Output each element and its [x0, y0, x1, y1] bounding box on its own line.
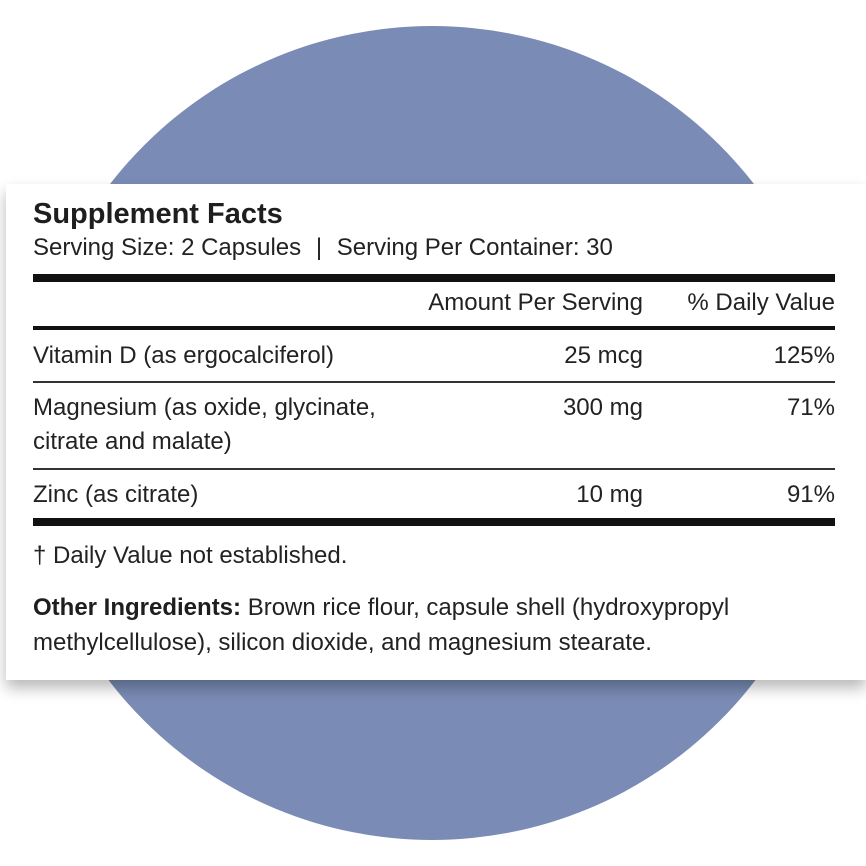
- header-daily-value: % Daily Value: [687, 289, 835, 316]
- header-amount: Amount Per Serving: [428, 289, 643, 316]
- row-divider-2: [33, 468, 835, 470]
- row-magnesium-dv: 71%: [786, 394, 835, 421]
- row-magnesium-amount: 300 mg: [562, 394, 643, 421]
- footnote: † Daily Value not established.: [33, 542, 348, 569]
- row-zinc-dv: 91%: [786, 481, 835, 508]
- row-zinc-amount: 10 mg: [576, 481, 643, 508]
- row-vitamin-d-name: Vitamin D (as ergocalciferol): [33, 342, 334, 369]
- other-ingredients-label: Other Ingredients:: [33, 594, 242, 621]
- other-ingredients: Other Ingredients: Brown rice flour, cap…: [33, 590, 853, 660]
- row-vitamin-d-amount: 25 mcg: [564, 342, 643, 369]
- servings-per-container: Serving Per Container: 30: [336, 234, 613, 261]
- serving-size: Serving Size: 2 Capsules: [33, 234, 302, 261]
- row-magnesium-name-line2: citrate and malate): [33, 428, 232, 455]
- header-rule: [33, 326, 835, 330]
- bottom-thick-rule: [33, 518, 835, 526]
- supplement-facts-panel: Supplement Facts Serving Size: 2 Capsule…: [6, 184, 866, 680]
- serving-separator: |: [315, 234, 323, 261]
- row-magnesium-name-line1: Magnesium (as oxide, glycinate,: [33, 394, 376, 421]
- other-ingredients-text: Brown rice flour, capsule shell (hydroxy…: [33, 594, 730, 656]
- top-thick-rule: [33, 274, 835, 282]
- serving-info: Serving Size: 2 Capsules | Serving Per C…: [33, 234, 613, 262]
- row-divider-1: [33, 381, 835, 383]
- row-vitamin-d-dv: 125%: [773, 342, 835, 369]
- supplement-facts-title: Supplement Facts: [33, 198, 283, 230]
- row-zinc-name: Zinc (as citrate): [33, 481, 199, 508]
